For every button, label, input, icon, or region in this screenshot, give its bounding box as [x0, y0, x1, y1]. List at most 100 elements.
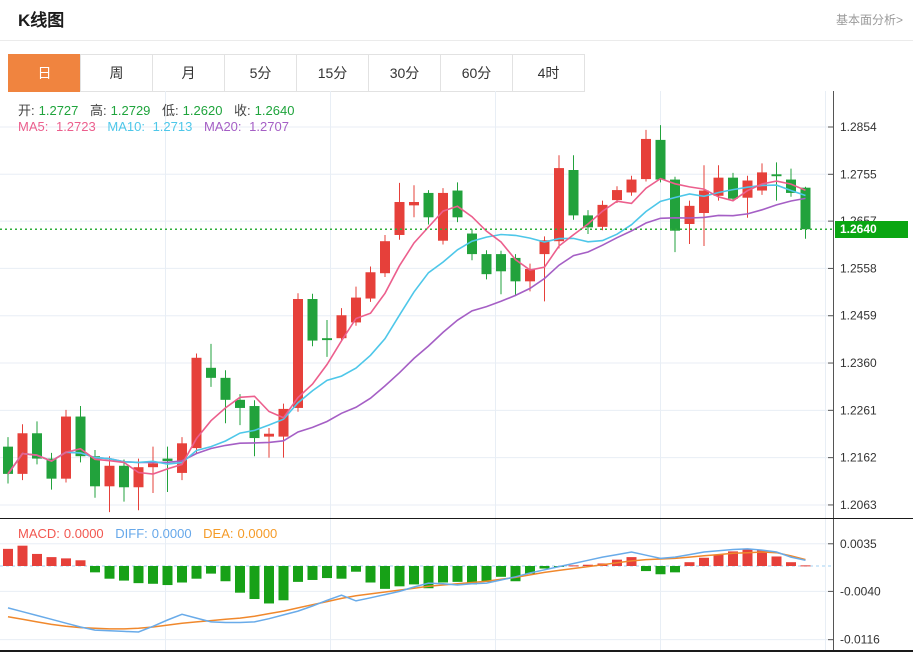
- candle-body: [510, 257, 521, 282]
- macd-bar: [481, 566, 492, 582]
- ma20-label: MA20:: [203, 119, 242, 134]
- macd-label: MACD:: [18, 526, 60, 541]
- tab-日[interactable]: 日: [8, 54, 81, 92]
- macd-bar: [293, 566, 303, 582]
- candle-body: [133, 467, 144, 488]
- tab-60分[interactable]: 60分: [440, 54, 513, 92]
- candles-group: [3, 125, 811, 513]
- tab-月[interactable]: 月: [152, 54, 225, 92]
- close-label: 收:: [234, 103, 251, 118]
- candle-body: [177, 443, 187, 473]
- candle-body: [351, 297, 361, 323]
- y-axis-label: 1.2063: [840, 498, 877, 512]
- y-axis-label: 1.2162: [840, 451, 877, 465]
- macd-bar: [17, 545, 28, 566]
- candlestick-chart[interactable]: 1.28541.27551.26571.25581.24591.23601.22…: [0, 91, 913, 519]
- macd-bar: [278, 566, 289, 601]
- macd-bar: [496, 566, 506, 577]
- candle-body: [148, 463, 158, 468]
- close-value: 1.2640: [254, 103, 295, 118]
- ma5-label: MA5:: [18, 119, 49, 134]
- macd-bar: [670, 566, 680, 573]
- macd-bar: [452, 566, 463, 582]
- macd-bar: [757, 550, 767, 566]
- candle-body: [104, 465, 115, 487]
- interval-tabs: 日周月 5分 15分 30分 60分 4时: [8, 54, 585, 92]
- ma10-line: [7, 184, 806, 475]
- macd-bar: [46, 557, 57, 566]
- candle-body: [757, 172, 767, 191]
- candle-body: [162, 458, 173, 461]
- macd-bar: [394, 566, 405, 587]
- macd-bar: [336, 566, 347, 579]
- candle-body: [539, 240, 550, 255]
- high-label: 高:: [90, 103, 107, 118]
- macd-bar: [684, 562, 695, 566]
- macd-bar: [467, 566, 477, 585]
- candle-body: [278, 408, 289, 437]
- candle-body: [119, 465, 129, 488]
- candle-body: [61, 416, 71, 479]
- candle-body: [713, 177, 724, 196]
- candle-body: [742, 180, 753, 198]
- macd-readout: MACD: 0.0000 DIFF: 0.0000 DEA: 0.0000: [18, 526, 285, 541]
- candle-body: [3, 446, 13, 474]
- macd-bar: [423, 566, 434, 589]
- macd-chart[interactable]: 0.0035 -0.0040 -0.0116: [0, 519, 913, 652]
- y-axis-label: 1.2459: [840, 309, 877, 323]
- candle-body: [467, 233, 477, 255]
- macd-bar: [525, 566, 535, 574]
- tab-周[interactable]: 周: [80, 54, 153, 92]
- candle-body: [554, 168, 564, 242]
- macd-value: 0.0000: [63, 526, 104, 541]
- candle-body: [771, 174, 782, 177]
- fundamental-analysis-link[interactable]: 基本面分析>: [835, 13, 903, 27]
- macd-bar: [61, 558, 71, 566]
- candle-body: [438, 192, 448, 241]
- candle-body: [684, 205, 695, 224]
- candle-body: [481, 254, 492, 275]
- candle-body: [525, 268, 535, 282]
- macd-bar: [191, 566, 202, 579]
- tab-4时[interactable]: 4时: [512, 54, 585, 92]
- candle-body: [32, 433, 42, 459]
- candle-body: [206, 367, 216, 378]
- tab-5分[interactable]: 5分: [224, 54, 297, 92]
- y-axis-label: -0.0040: [840, 584, 881, 598]
- candle-body: [583, 215, 593, 228]
- macd-bar: [713, 554, 724, 566]
- current-price-badge: 1.2640: [835, 221, 908, 238]
- macd-bar: [206, 566, 216, 574]
- y-axis-label: 1.2854: [840, 120, 877, 134]
- diff-label: DIFF:: [115, 526, 148, 541]
- candle-body: [191, 357, 202, 449]
- tab-30分[interactable]: 30分: [368, 54, 441, 92]
- tab-15分[interactable]: 15分: [296, 54, 369, 92]
- candle-body: [423, 192, 434, 218]
- page-title: K线图: [18, 11, 65, 30]
- candle-body: [800, 187, 811, 230]
- candle-body: [90, 456, 100, 487]
- macd-bar: [90, 566, 100, 573]
- candle-body: [641, 138, 651, 180]
- low-label: 低:: [162, 103, 179, 118]
- macd-bar: [728, 551, 738, 566]
- candle-body: [322, 338, 332, 341]
- candle-body: [655, 139, 666, 180]
- macd-bar: [568, 565, 579, 567]
- macd-bar: [771, 556, 782, 566]
- macd-bar: [655, 566, 666, 575]
- candle-body: [626, 179, 637, 193]
- macd-bar: [539, 566, 550, 569]
- candle-body: [699, 190, 709, 214]
- ma20-value: 1.2707: [249, 119, 289, 134]
- macd-bar: [148, 566, 158, 584]
- macd-bar: [699, 557, 709, 566]
- high-value: 1.2729: [110, 103, 151, 118]
- macd-bar: [409, 566, 419, 585]
- macd-bar: [264, 566, 274, 604]
- y-axis-label: -0.0116: [840, 633, 880, 647]
- candle-body: [786, 179, 796, 193]
- ma5-value: 1.2723: [55, 119, 96, 134]
- candle-body: [336, 315, 347, 339]
